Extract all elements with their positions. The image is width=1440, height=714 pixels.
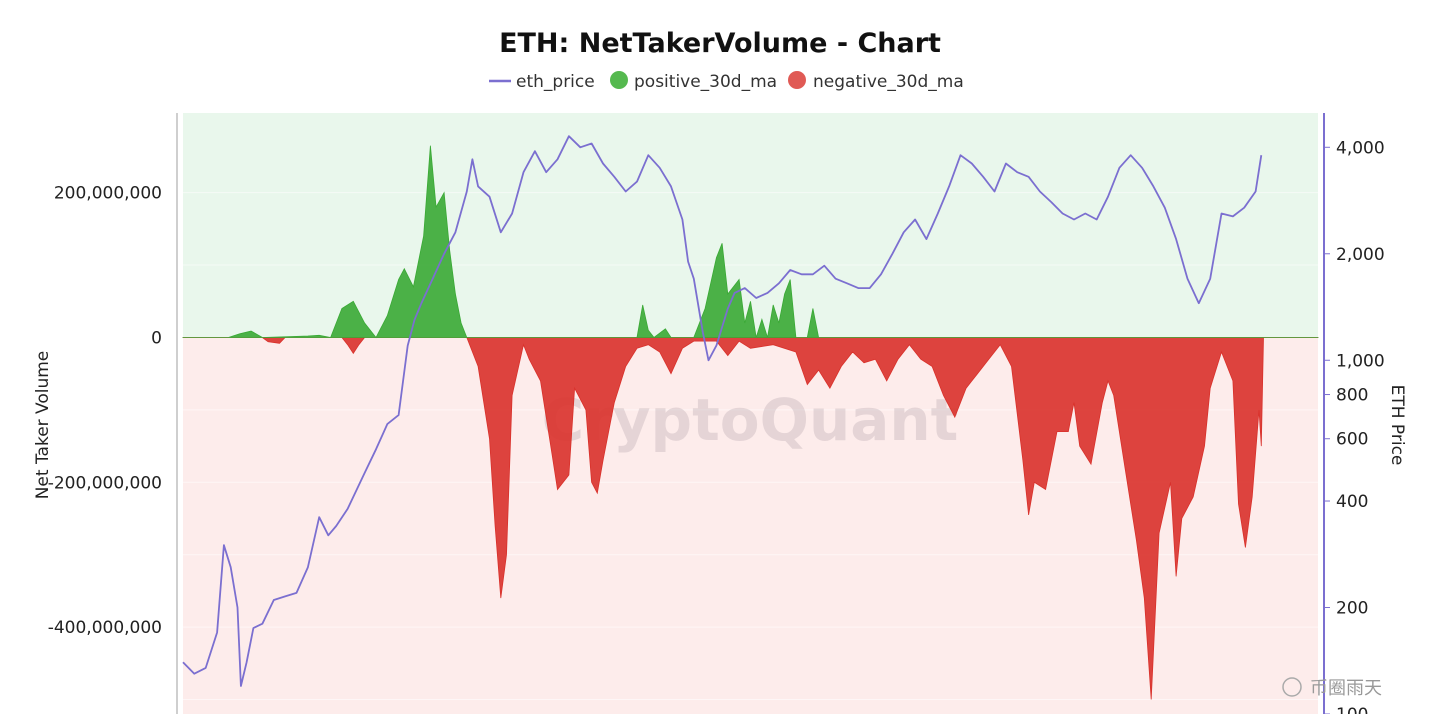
- area-layer: [182, 145, 1319, 700]
- legend-item-negative[interactable]: negative_30d_ma: [788, 71, 964, 92]
- right-tick-label: 800: [1336, 386, 1368, 406]
- eth-price-line: [182, 135, 1263, 687]
- right-tick-label: 4,000: [1336, 138, 1385, 158]
- right-tick-label: 400: [1336, 492, 1368, 512]
- right-tick-label: 200: [1336, 599, 1368, 619]
- positive-area: [182, 145, 1319, 339]
- negative-area: [182, 337, 1319, 700]
- right-tick-label: 2,000: [1336, 245, 1385, 265]
- legend-item-eth-price[interactable]: eth_price: [489, 72, 595, 92]
- right-tick-label: 600: [1336, 430, 1368, 450]
- right-axis-label: ETH Price: [1387, 385, 1407, 466]
- legend: eth_price positive_30d_ma negative_30d_m…: [489, 71, 964, 92]
- corner-mark: 币圈雨天: [1282, 677, 1382, 699]
- line-layer: [182, 135, 1263, 687]
- legend-label: negative_30d_ma: [813, 72, 964, 92]
- right-tick-label: 100: [1336, 705, 1368, 714]
- right-tick-label: 1,000: [1336, 351, 1385, 371]
- legend-item-positive[interactable]: positive_30d_ma: [610, 71, 777, 92]
- chart-title: ETH: NetTakerVolume - Chart: [499, 28, 941, 59]
- legend-label: eth_price: [516, 72, 595, 92]
- left-tick-label: 200,000,000: [54, 184, 162, 204]
- diamond-icon: [1282, 677, 1302, 697]
- corner-mark-text: 币圈雨天: [1310, 678, 1382, 699]
- right-axis-ticks: 4,000 2,000 1,000 800 600 400 200 100: [1324, 138, 1385, 714]
- positive-region-background: [183, 113, 1318, 338]
- left-axis-ticks: 200,000,000 0 -200,000,000 -400,000,000: [48, 184, 162, 638]
- left-tick-label: -400,000,000: [48, 618, 162, 638]
- left-tick-label: 0: [151, 328, 162, 348]
- left-axis-label: Net Taker Volume: [33, 351, 53, 500]
- legend-label: positive_30d_ma: [634, 72, 777, 92]
- left-tick-label: -200,000,000: [48, 473, 162, 493]
- legend-dot-icon: [788, 71, 806, 89]
- legend-dot-icon: [610, 71, 628, 89]
